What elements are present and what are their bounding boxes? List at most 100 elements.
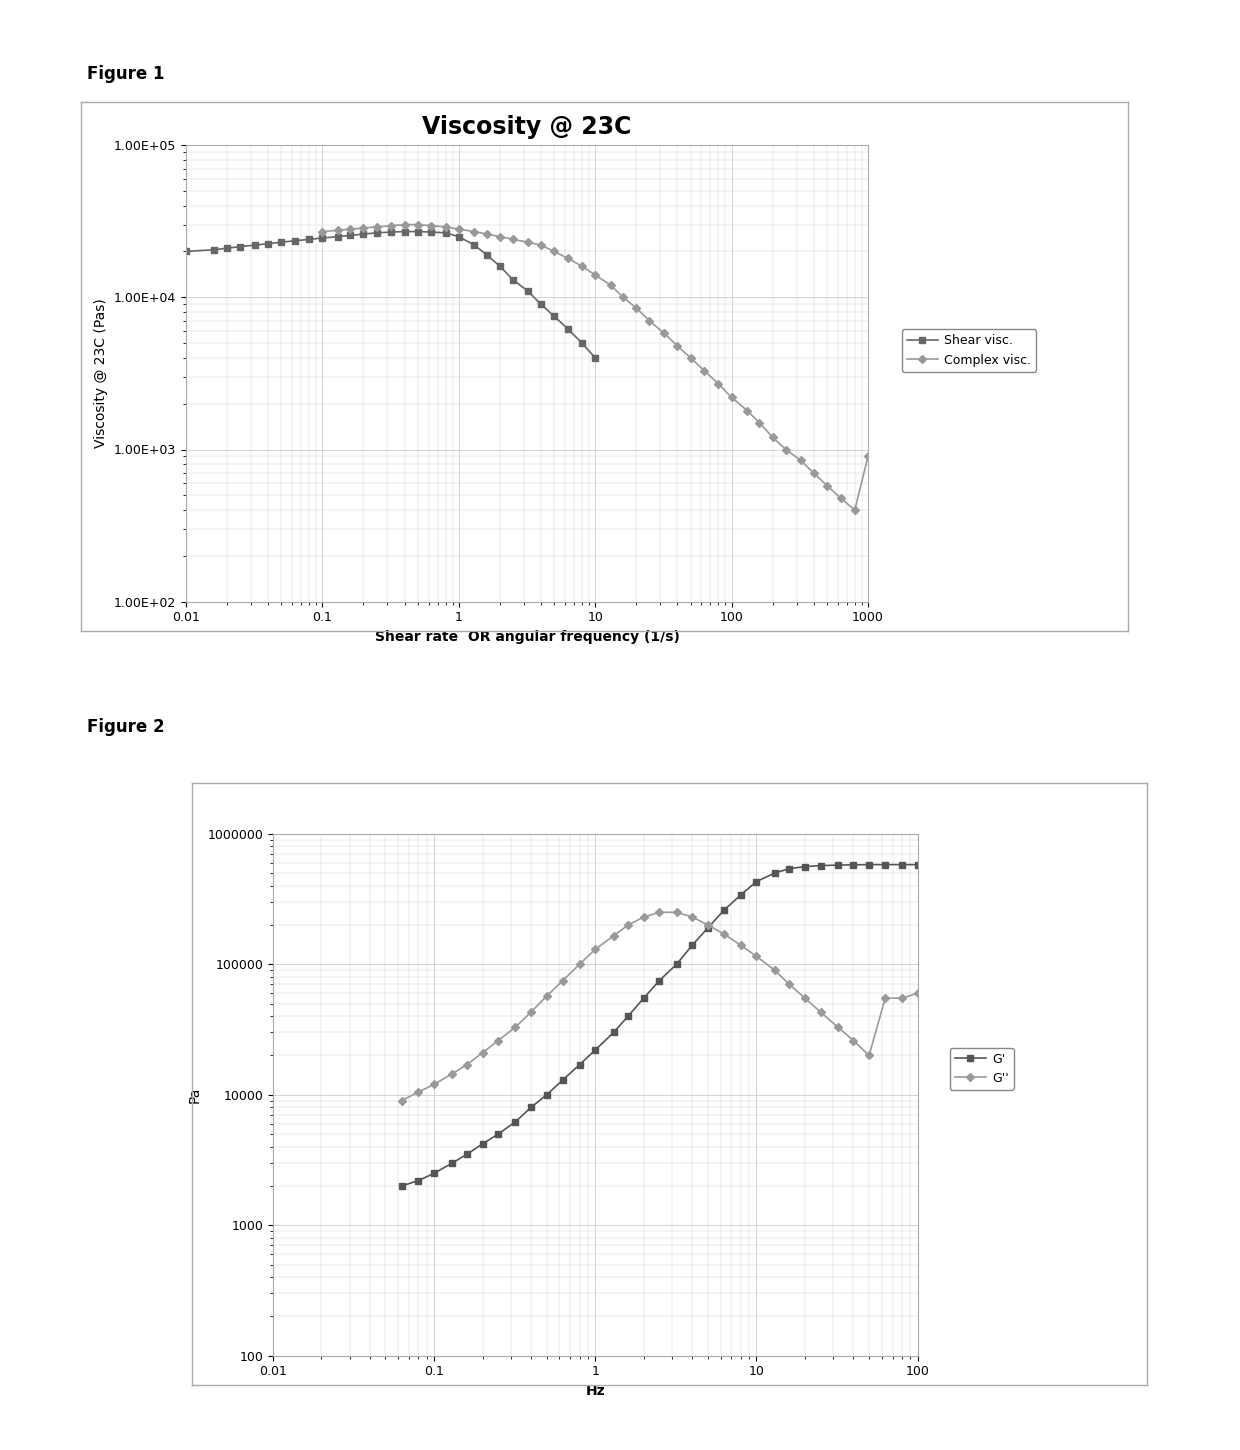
Complex visc.	[560, 249, 575, 267]
G''	[878, 989, 893, 1006]
G'	[606, 1024, 621, 1041]
Complex visc.	[697, 362, 712, 380]
Complex visc.	[331, 222, 346, 239]
G''	[523, 1003, 538, 1021]
G'	[556, 1072, 570, 1089]
G'	[394, 1177, 409, 1195]
G'	[813, 857, 828, 874]
G''	[782, 976, 797, 993]
G''	[572, 956, 587, 973]
Shear visc.	[588, 349, 603, 367]
G''	[508, 1018, 523, 1035]
Complex visc.	[670, 336, 684, 354]
G''	[813, 1003, 828, 1021]
G'	[652, 972, 667, 989]
Shear visc.	[260, 235, 275, 252]
Complex visc.	[711, 376, 725, 393]
G''	[701, 916, 715, 934]
Complex visc.	[384, 218, 399, 235]
Shear visc.	[342, 226, 357, 244]
Complex visc.	[342, 220, 357, 238]
Shear visc.	[288, 232, 303, 249]
Line: G': G'	[399, 861, 920, 1189]
Title: Viscosity @ 23C: Viscosity @ 23C	[423, 115, 631, 139]
Shear visc.	[479, 247, 494, 264]
Complex visc.	[765, 429, 780, 447]
G'	[539, 1086, 554, 1103]
G'	[878, 856, 893, 873]
Legend: Shear visc., Complex visc.: Shear visc., Complex visc.	[901, 329, 1037, 371]
G'	[410, 1172, 425, 1189]
Complex visc.	[424, 218, 439, 235]
Shear visc.	[506, 271, 521, 289]
G''	[539, 987, 554, 1005]
Shear visc.	[206, 241, 221, 258]
Complex visc.	[574, 258, 589, 276]
Shear visc.	[219, 239, 234, 257]
Shear visc.	[233, 238, 248, 255]
Complex visc.	[642, 312, 657, 329]
Shear visc.	[492, 258, 507, 276]
G'	[670, 956, 684, 973]
G''	[768, 961, 782, 979]
G''	[910, 985, 925, 1002]
G''	[460, 1056, 475, 1073]
G'	[717, 902, 732, 919]
G''	[846, 1032, 861, 1050]
Complex visc.	[370, 218, 384, 235]
Complex visc.	[315, 223, 330, 241]
G'	[621, 1008, 636, 1025]
G'	[636, 989, 651, 1006]
Line: G'': G''	[399, 909, 920, 1103]
Shear visc.	[301, 231, 316, 248]
Shear visc.	[397, 223, 412, 241]
Complex visc.	[492, 228, 507, 245]
G'	[846, 856, 861, 873]
Complex visc.	[847, 502, 862, 519]
Complex visc.	[615, 289, 630, 306]
G''	[862, 1047, 877, 1064]
G''	[670, 903, 684, 921]
Complex visc.	[751, 415, 766, 432]
Complex visc.	[820, 477, 835, 494]
Complex visc.	[657, 325, 672, 342]
G''	[606, 927, 621, 944]
Shear visc.	[547, 307, 562, 325]
Shear visc.	[370, 225, 384, 242]
Shear visc.	[248, 236, 263, 254]
G'	[684, 937, 699, 954]
G''	[491, 1032, 506, 1050]
G'	[460, 1146, 475, 1163]
G''	[410, 1083, 425, 1101]
G'	[797, 858, 812, 876]
G''	[556, 972, 570, 989]
G''	[652, 903, 667, 921]
Shear visc.	[438, 225, 453, 242]
G'	[894, 856, 909, 873]
Shear visc.	[560, 320, 575, 338]
G'	[491, 1125, 506, 1143]
Complex visc.	[547, 242, 562, 260]
G''	[427, 1076, 441, 1093]
Shear visc.	[574, 335, 589, 352]
G''	[831, 1018, 846, 1035]
G'	[508, 1114, 523, 1131]
Legend: G', G'': G', G''	[950, 1047, 1014, 1090]
G''	[797, 989, 812, 1006]
Complex visc.	[356, 219, 371, 236]
G''	[717, 925, 732, 942]
G''	[394, 1092, 409, 1109]
G'	[475, 1135, 490, 1153]
G'	[572, 1056, 587, 1073]
G'	[749, 873, 764, 890]
G'	[910, 856, 925, 873]
Complex visc.	[506, 231, 521, 248]
Complex visc.	[588, 267, 603, 284]
Shear visc.	[533, 296, 548, 313]
Complex visc.	[779, 441, 794, 458]
Shear visc.	[179, 242, 193, 260]
Complex visc.	[479, 225, 494, 242]
Complex visc.	[467, 223, 482, 241]
Shear visc.	[384, 223, 399, 241]
Complex visc.	[806, 464, 821, 481]
